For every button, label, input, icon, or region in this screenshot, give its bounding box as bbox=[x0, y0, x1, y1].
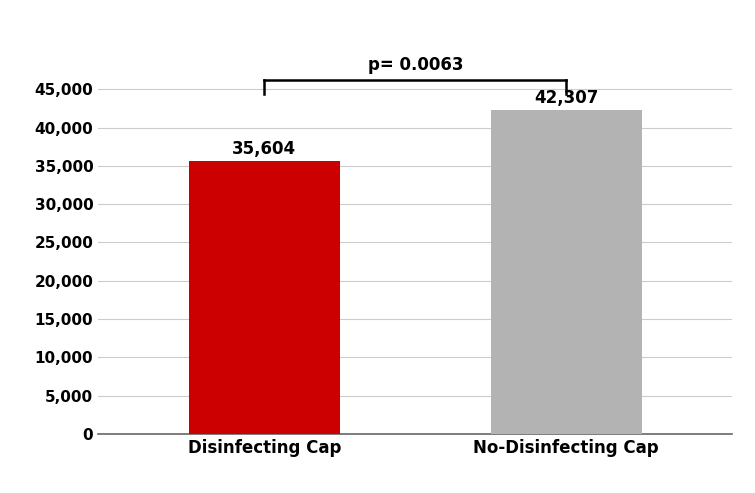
Bar bbox=[491, 110, 642, 434]
Text: 35,604: 35,604 bbox=[233, 140, 296, 158]
Bar bbox=[189, 161, 340, 434]
Text: 42,307: 42,307 bbox=[534, 89, 599, 107]
Text: p= 0.0063: p= 0.0063 bbox=[368, 56, 463, 74]
